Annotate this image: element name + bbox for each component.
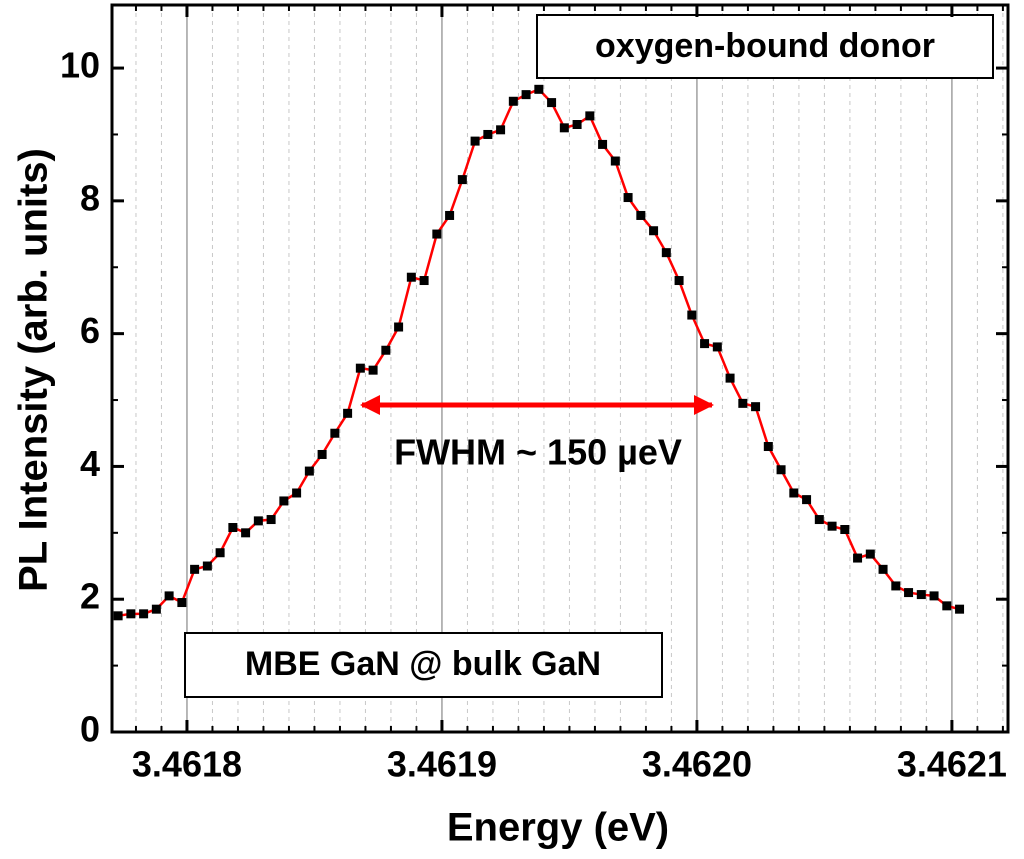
- data-point: [228, 523, 238, 533]
- data-point: [406, 272, 416, 282]
- annotation: oxygen-bound donor: [595, 27, 935, 65]
- data-point: [381, 345, 391, 355]
- data-point: [725, 373, 735, 383]
- annotation: FWHM ~ 150 µeV: [394, 432, 682, 473]
- data-point: [776, 465, 786, 475]
- data-point: [891, 581, 901, 591]
- data-point: [547, 98, 557, 108]
- data-point: [942, 601, 952, 611]
- data-point: [712, 342, 722, 352]
- data-point: [445, 210, 455, 220]
- data-point: [636, 210, 646, 220]
- data-point: [700, 339, 710, 349]
- data-point: [878, 564, 888, 574]
- data-point: [521, 90, 531, 100]
- data-point: [840, 525, 850, 535]
- data-point: [457, 175, 467, 185]
- data-point: [955, 604, 965, 614]
- data-point: [355, 363, 365, 373]
- data-point: [496, 125, 506, 135]
- data-point: [649, 226, 659, 236]
- data-point: [802, 495, 812, 505]
- x-tick-label: 3.4618: [132, 744, 242, 785]
- data-point: [738, 398, 748, 408]
- data-point: [343, 408, 353, 418]
- data-point: [126, 609, 136, 619]
- data-point: [598, 139, 608, 149]
- x-tick-label: 3.4620: [642, 744, 752, 785]
- data-point: [470, 136, 480, 146]
- data-point: [534, 84, 544, 94]
- data-point: [814, 515, 824, 525]
- annotation-box: [536, 14, 994, 79]
- data-point: [508, 96, 518, 106]
- data-point: [368, 365, 378, 375]
- data-point: [789, 488, 799, 498]
- y-axis-label: PL Intensity (arb. units): [12, 148, 56, 592]
- data-point: [904, 588, 914, 598]
- data-point: [266, 515, 276, 525]
- data-point: [215, 548, 225, 558]
- data-point: [113, 611, 123, 621]
- data-point: [763, 442, 773, 452]
- y-tick-label: 8: [80, 177, 100, 218]
- data-point: [253, 516, 263, 526]
- data-point: [304, 466, 314, 476]
- x-tick-label: 3.4619: [387, 744, 497, 785]
- data-point: [292, 488, 302, 498]
- plot-frame: [110, 3, 1010, 734]
- y-tick-label: 6: [80, 310, 100, 351]
- y-tick-label: 10: [60, 45, 100, 86]
- data-point: [827, 521, 837, 531]
- data-point: [661, 248, 671, 258]
- data-point: [419, 276, 429, 286]
- data-point: [139, 609, 149, 619]
- x-tick-label: 3.4621: [897, 744, 1007, 785]
- y-tick-label: 2: [80, 576, 100, 617]
- data-point: [674, 276, 684, 286]
- data-point: [241, 528, 251, 538]
- data-point: [202, 561, 212, 571]
- data-point: [916, 590, 926, 600]
- annotation: MBE GaN @ bulk GaN: [245, 645, 601, 683]
- data-point: [317, 449, 327, 459]
- data-point: [483, 129, 493, 139]
- data-point: [572, 120, 582, 130]
- data-point: [190, 564, 200, 574]
- data-point: [623, 193, 633, 203]
- data-point: [610, 156, 620, 166]
- data-point: [177, 598, 187, 608]
- data-point: [585, 111, 595, 121]
- data-point: [929, 591, 939, 601]
- data-point: [751, 402, 761, 412]
- data-point: [853, 553, 863, 563]
- data-point: [279, 496, 289, 506]
- data-point: [865, 549, 875, 559]
- data-point: [151, 604, 161, 614]
- data-point: [687, 310, 697, 320]
- data-point: [330, 428, 340, 438]
- data-point: [432, 229, 442, 239]
- data-point: [164, 591, 174, 601]
- y-tick-label: 0: [80, 709, 100, 750]
- annotation-box: [184, 632, 663, 698]
- x-axis-label: Energy (eV): [447, 806, 669, 850]
- data-point: [394, 322, 404, 332]
- y-tick-label: 4: [80, 443, 100, 484]
- data-point: [559, 123, 569, 133]
